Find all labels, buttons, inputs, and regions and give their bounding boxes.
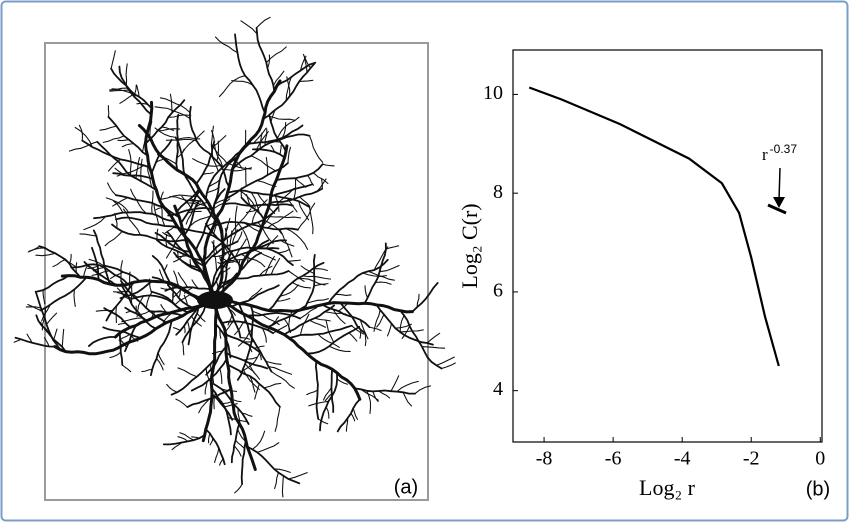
annotation-base: r <box>762 145 768 164</box>
fractal-branch <box>365 333 366 345</box>
x-axis-label: Log₂ r <box>639 475 696 500</box>
fractal-branch <box>246 167 247 186</box>
fractal-core <box>197 291 233 309</box>
x-tick-label: 0 <box>815 448 825 470</box>
fractal-branch <box>172 293 173 302</box>
y-tick-label: 8 <box>493 181 503 203</box>
fractal-branch <box>76 263 77 273</box>
panel-label: (b) <box>806 478 830 500</box>
x-tick-label: -2 <box>743 448 760 470</box>
y-axis-label: Log₂ C(r) <box>457 203 482 288</box>
fractal-branch <box>178 252 179 258</box>
y-tick-label: 4 <box>493 378 503 400</box>
fractal-branch <box>243 341 254 342</box>
y-tick-label: 6 <box>493 280 503 302</box>
x-tick-label: -4 <box>674 448 691 470</box>
arrow <box>779 168 780 200</box>
x-tick-label: -8 <box>536 448 553 470</box>
y-tick-label: 10 <box>483 82 503 104</box>
annotation-exponent: -0.37 <box>770 142 798 156</box>
panel-label: (a) <box>394 476 418 498</box>
x-tick-label: -6 <box>605 448 622 470</box>
fractal-branch <box>131 282 132 305</box>
